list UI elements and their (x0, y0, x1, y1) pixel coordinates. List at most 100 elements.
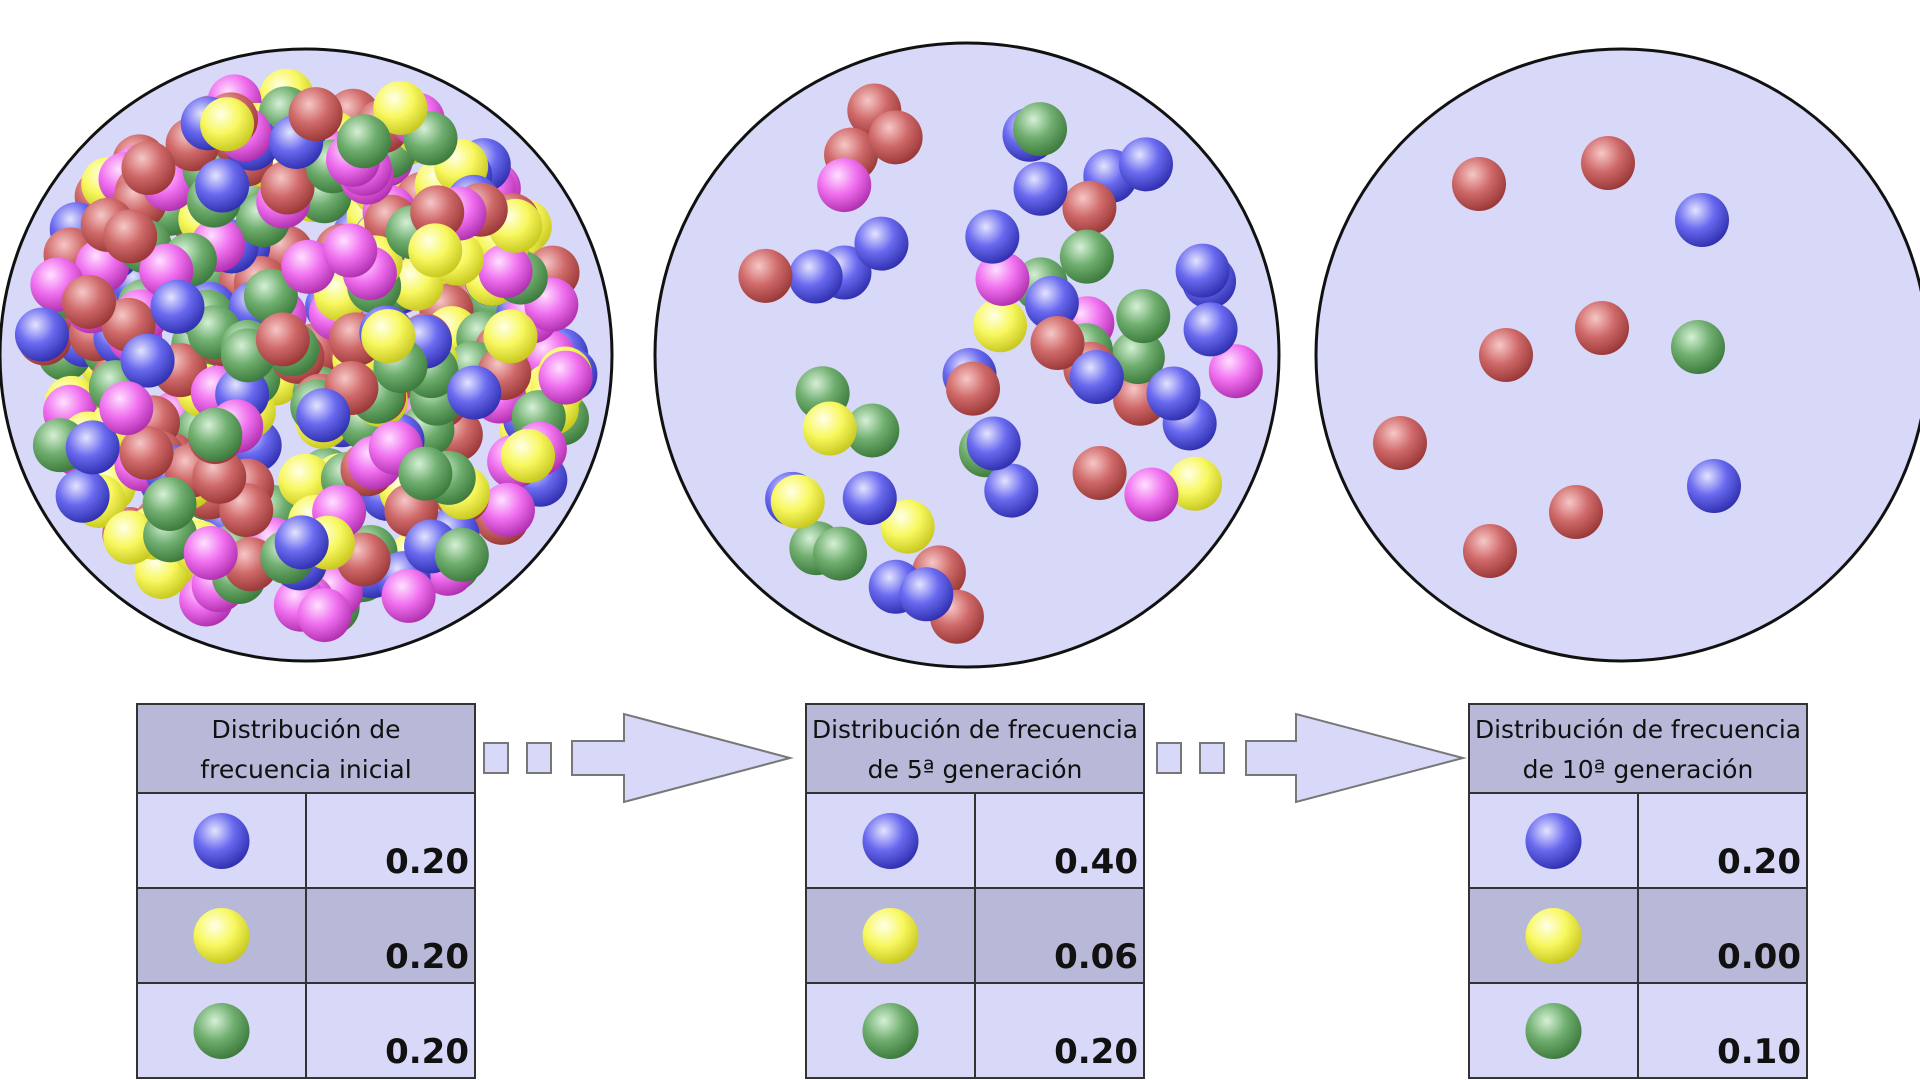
ball (862, 908, 919, 964)
ball (103, 510, 158, 565)
ball (984, 463, 1039, 518)
table-cell (974, 792, 1145, 889)
ball (1168, 456, 1223, 511)
ball (65, 420, 120, 475)
ball (1030, 316, 1085, 371)
frequency-table: Distribución de frecuencia inicial 0.20 0.2… (136, 703, 476, 1079)
table-title: frecuencia inicial (200, 755, 411, 784)
ball (1525, 1003, 1582, 1059)
ball (1013, 102, 1068, 157)
ball (899, 567, 954, 622)
ball (120, 333, 175, 388)
ball (1581, 136, 1635, 190)
ball (410, 185, 465, 240)
ball (854, 216, 909, 271)
ball (1124, 467, 1179, 522)
arrow (1156, 712, 1467, 804)
table-cell (305, 887, 476, 984)
ball (195, 158, 250, 213)
ball (434, 527, 489, 582)
ball (183, 525, 238, 580)
ball (1013, 161, 1068, 216)
ball (1072, 446, 1127, 501)
ball (965, 209, 1020, 264)
ball (281, 239, 336, 294)
ball (1024, 276, 1079, 331)
ball (192, 449, 247, 504)
ball (1549, 485, 1603, 539)
frequency-value: 0.20 (385, 1032, 469, 1072)
ball (868, 110, 923, 165)
table-cell (974, 887, 1145, 984)
ball (1452, 157, 1506, 211)
ball (150, 279, 205, 334)
table-cell (1637, 887, 1808, 984)
ball (738, 248, 793, 303)
ball (243, 268, 298, 323)
ball (1479, 328, 1533, 382)
ball (381, 568, 436, 623)
ball (946, 361, 1001, 416)
table-title: Distribución de frecuencia (812, 715, 1138, 744)
ball (1373, 416, 1427, 470)
population (653, 41, 1281, 669)
ball (119, 425, 174, 480)
ball (845, 403, 900, 458)
ball (336, 114, 391, 169)
table-title: de 5ª generación (868, 755, 1083, 784)
table-cell (305, 982, 476, 1079)
ball (1675, 193, 1729, 247)
table-cell (1637, 982, 1808, 1079)
ball (1069, 350, 1124, 405)
ball (1116, 289, 1171, 344)
table-title: Distribución de (212, 715, 401, 744)
ball (373, 80, 428, 135)
ball (966, 416, 1021, 471)
ball (788, 249, 843, 304)
ball (193, 908, 250, 964)
ball (478, 244, 533, 299)
ball (1575, 301, 1629, 355)
ball (1525, 908, 1582, 964)
ball (862, 813, 919, 869)
ball (538, 350, 593, 405)
ball (973, 298, 1028, 353)
ball (802, 401, 857, 456)
ball (142, 477, 197, 532)
population (0, 47, 614, 663)
table-cell (974, 982, 1145, 1079)
ball (288, 87, 343, 142)
ball (398, 446, 453, 501)
ball (61, 274, 116, 329)
ball (296, 388, 351, 443)
ball (361, 309, 416, 364)
ball (200, 97, 255, 152)
ball (1463, 524, 1517, 578)
frequency-value: 0.00 (1717, 937, 1801, 977)
ball (1183, 302, 1238, 357)
ball (770, 474, 825, 529)
table-header (805, 703, 1145, 794)
ball (255, 312, 310, 367)
ball (483, 309, 538, 364)
population (1314, 47, 1920, 663)
frequency-value: 0.20 (385, 842, 469, 882)
arrow (483, 712, 794, 804)
ball (99, 381, 154, 436)
ball (408, 223, 463, 278)
ball (1062, 180, 1117, 235)
ball (55, 468, 110, 523)
frequency-value: 0.20 (385, 937, 469, 977)
ball (817, 158, 872, 213)
ball (1687, 459, 1741, 513)
ball (14, 307, 69, 362)
frequency-value: 0.10 (1717, 1032, 1801, 1072)
ball (1059, 229, 1114, 284)
ball (862, 1003, 919, 1059)
ball (975, 251, 1030, 306)
ball (813, 526, 868, 581)
frequency-table: Distribución de frecuencia de 10ª generac… (1468, 703, 1808, 1079)
ball (274, 515, 329, 570)
